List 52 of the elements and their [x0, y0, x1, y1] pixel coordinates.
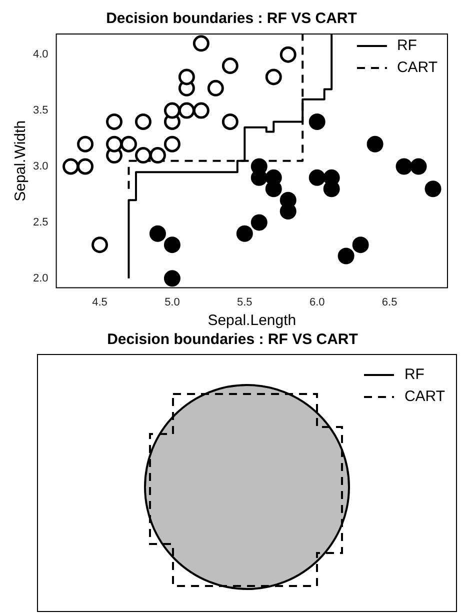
point [120, 136, 137, 152]
x-tick-label: 4.5 [92, 296, 108, 308]
point [424, 180, 442, 198]
point [149, 147, 166, 164]
y-tick-label: 3.0 [32, 160, 48, 173]
point [77, 158, 94, 175]
point [250, 214, 268, 231]
legend-label: CART [404, 387, 445, 407]
point [77, 136, 94, 152]
point [352, 236, 369, 254]
point [106, 113, 122, 130]
legend-label: CART [396, 59, 438, 76]
point [280, 46, 296, 63]
point [164, 236, 180, 254]
point [178, 102, 195, 119]
point [265, 68, 282, 86]
chart-title: Decision boundaries : RF VS CART [106, 10, 357, 28]
y-tick-label: 2.5 [32, 216, 48, 228]
y-axis-title: Sepal.Width [12, 120, 30, 202]
point [366, 136, 384, 152]
y-tick-label: 2.0 [32, 272, 48, 284]
x-tick-label: 5.0 [164, 296, 180, 308]
point [236, 225, 253, 242]
point [192, 102, 210, 119]
point [164, 270, 180, 287]
point [92, 236, 108, 254]
point [338, 248, 354, 264]
point [410, 158, 427, 175]
text: Decision boundaries : RF VS CART [106, 330, 359, 350]
point [134, 147, 152, 164]
point [222, 58, 238, 74]
point [192, 35, 210, 52]
point [62, 158, 80, 175]
point [308, 113, 326, 130]
point [396, 158, 412, 175]
point [178, 68, 195, 86]
point [164, 102, 180, 119]
x-tick-label: 5.5 [237, 296, 252, 308]
y-tick-label: 4.0 [32, 48, 48, 61]
point [164, 136, 180, 152]
legend-label: RF [404, 365, 424, 385]
x-axis-title: Sepal.Length [208, 312, 296, 330]
point [106, 136, 122, 152]
point [308, 169, 326, 186]
legend-label: RF [396, 37, 417, 54]
x-tick-label: 6.0 [309, 296, 325, 308]
x-tick-label: 6.5 [382, 296, 398, 308]
y-tick-label: 3.5 [32, 104, 48, 117]
point [222, 113, 238, 130]
point [134, 113, 152, 130]
point [207, 80, 224, 96]
point [149, 225, 166, 242]
